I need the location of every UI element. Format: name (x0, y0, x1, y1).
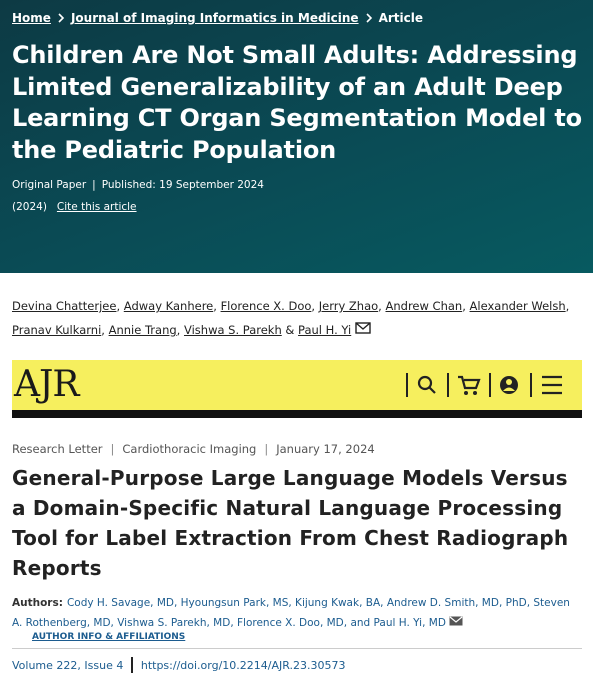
cart-icon[interactable] (458, 375, 481, 395)
author-link[interactable]: Jerry Zhao (318, 299, 379, 313)
email-icon[interactable] (355, 322, 371, 334)
meta-item: Research Letter (12, 442, 103, 456)
author: Vishwa S. Parekh (184, 323, 282, 337)
meta-item: January 17, 2024 (276, 442, 375, 456)
author: Andrew Chan (385, 299, 465, 313)
author: Adway Kanhere (124, 299, 217, 313)
authors-label: Authors: (12, 597, 63, 609)
article-header: Home Journal of Imaging Informatics in Me… (0, 0, 593, 273)
meta-item: Cardiothoracic Imaging (122, 442, 257, 456)
author: Pranav Kulkarni (12, 323, 105, 337)
author: Devina Chatterjee (12, 299, 120, 313)
author-link[interactable]: Andrew Chan (385, 299, 463, 313)
author-link[interactable]: Vishwa S. Parekh (183, 323, 282, 337)
doi-link[interactable]: https://doi.org/10.2214/AJR.23.30573 (140, 658, 346, 672)
article-meta: (2024) Cite this article (12, 201, 137, 213)
divider (489, 373, 491, 397)
breadcrumb: Home Journal of Imaging Informatics in Me… (12, 11, 423, 25)
author-link[interactable]: Paul H. Yi (298, 323, 352, 337)
authors[interactable]: Cody H. Savage, MD, Hyoungsun Park, MS, … (12, 597, 570, 629)
chevron (58, 13, 65, 23)
logo[interactable]: AJR (14, 364, 80, 405)
header-icons (406, 373, 562, 397)
author-list: Authors: Cody H. Savage, MD, Hyoungsun Pa… (12, 593, 572, 633)
breadcrumb-item: Article (378, 11, 423, 25)
author: Alexander Welsh (470, 299, 570, 313)
cite-link[interactable]: Cite this article (56, 201, 137, 213)
search-icon[interactable] (417, 375, 436, 394)
article-meta: Research Letter Cardiothoracic Imaging Jan… (12, 442, 375, 456)
article-title: General-Purpose Large Language Models Ve… (12, 466, 569, 580)
article-meta: Original Paper Published: 19 September 2… (12, 179, 264, 191)
separator (92, 179, 96, 191)
author-link[interactable]: Pranav Kulkarni (12, 323, 102, 337)
author: Jerry Zhao (319, 299, 382, 313)
affiliations-link[interactable]: AUTHOR INFO & AFFILIATIONS (32, 632, 186, 642)
author-list: Devina Chatterjee Adway Kanhere Florence… (12, 294, 584, 342)
author: Annie Trang (109, 323, 181, 337)
menu-icon[interactable] (542, 375, 562, 395)
divider (406, 373, 408, 397)
volume: Volume 222, Issue 4 (12, 658, 124, 672)
published-date: Published: 19 September 2024 (101, 179, 264, 191)
author-link[interactable]: Adway Kanhere (123, 299, 214, 313)
author: Florence X. Doo (221, 299, 316, 313)
separator (264, 442, 268, 456)
year: (2024) (12, 201, 47, 213)
email-icon[interactable] (449, 616, 463, 626)
author-link[interactable]: Florence X. Doo (220, 299, 312, 313)
breadcrumb-item[interactable]: Journal of Imaging Informatics in Medici… (70, 11, 359, 25)
divider (12, 648, 582, 649)
chevron (365, 13, 372, 23)
article-type: Original Paper (12, 179, 87, 191)
author: Paul H. Yi (298, 323, 351, 337)
author-link[interactable]: Alexander Welsh (469, 299, 566, 313)
account-icon[interactable] (500, 376, 518, 394)
divider (530, 373, 532, 397)
breadcrumb-item[interactable]: Home (12, 11, 51, 25)
connector: & (285, 323, 295, 337)
divider (447, 373, 449, 397)
volume-info: Volume 222, Issue 4 https://doi.org/10.2… (12, 657, 345, 673)
article-title: Children Are Not Small Adults: Addressin… (12, 41, 582, 164)
author-link[interactable]: Devina Chatterjee (12, 299, 117, 313)
divider (131, 657, 133, 673)
author-link[interactable]: Annie Trang (108, 323, 177, 337)
site-header: AJR (12, 360, 582, 418)
separator (111, 442, 115, 456)
